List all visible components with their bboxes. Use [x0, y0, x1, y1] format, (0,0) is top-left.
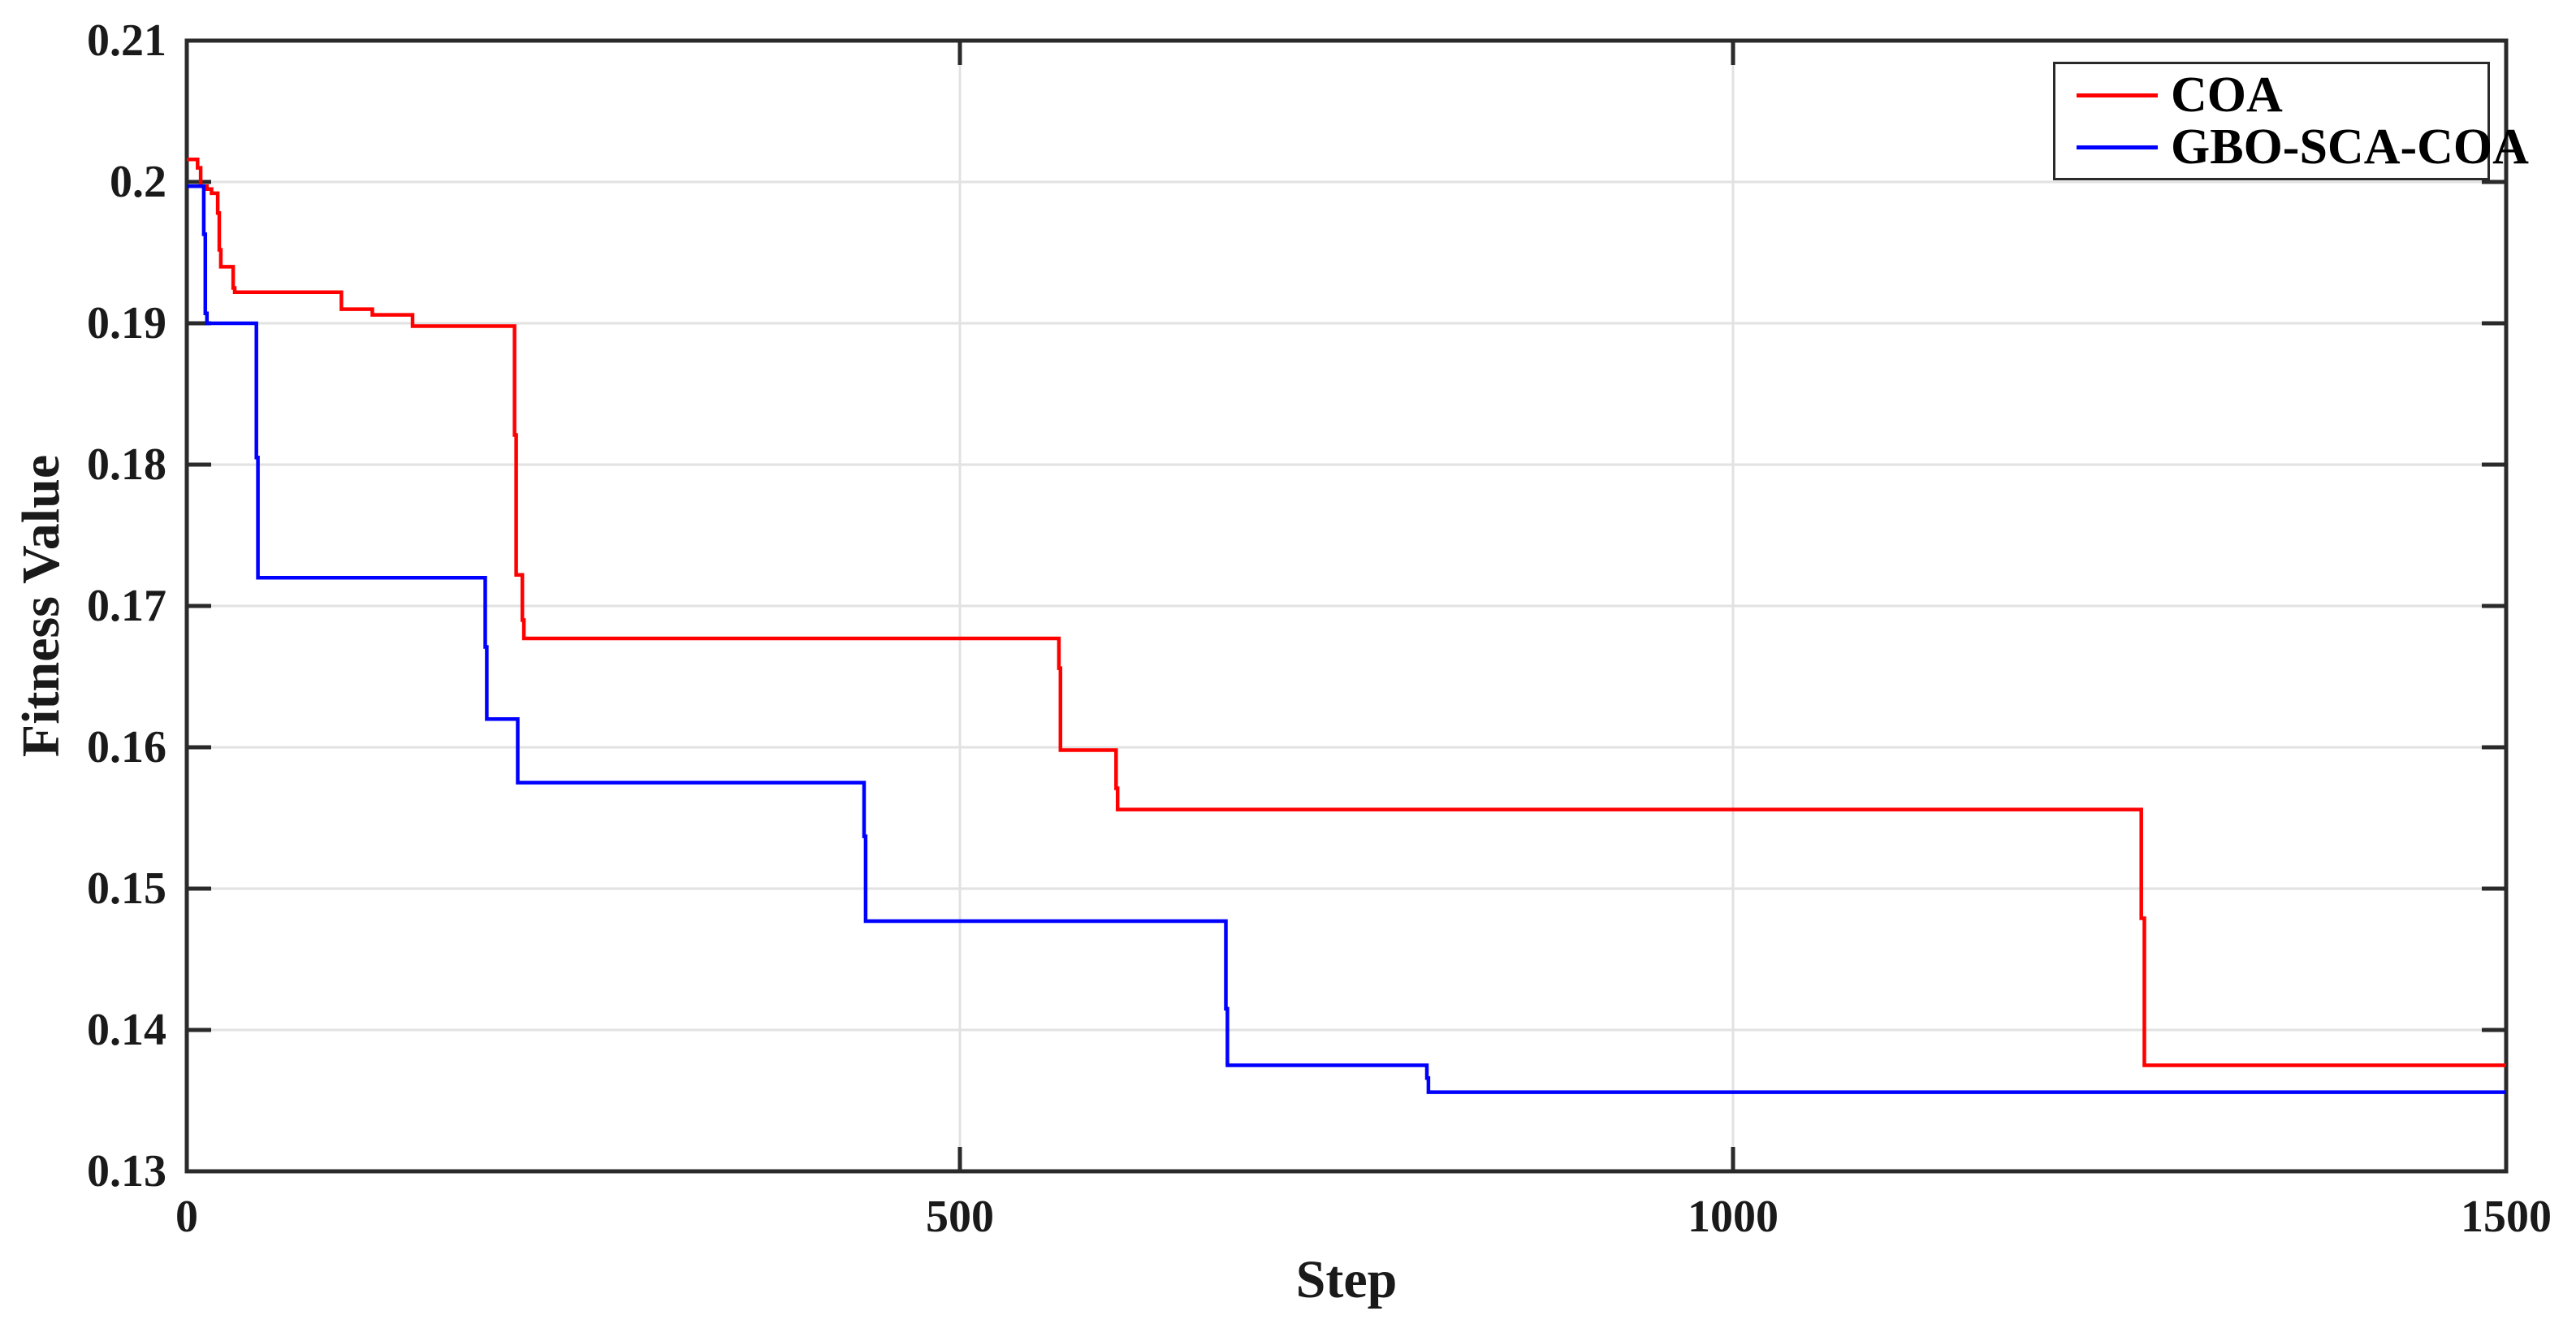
coa-line-sample	[2077, 93, 2158, 97]
y-tick-label: 0.16	[87, 722, 166, 772]
legend-item-coa: COA	[2077, 70, 2487, 120]
legend: COA GBO-SCA-COA	[2053, 62, 2529, 180]
legend-label-gbo-sca-coa: GBO-SCA-COA	[2171, 119, 2529, 175]
gridlines	[185, 39, 2508, 1173]
plot-border	[184, 38, 2509, 1174]
y-tick-label: 0.14	[87, 1005, 166, 1055]
x-axis-title: Step	[1296, 1250, 1398, 1309]
x-tick-label: 1000	[1688, 1192, 1779, 1242]
axes-box	[184, 38, 2509, 1174]
x-tick-label: 1500	[2461, 1192, 2552, 1242]
y-tick-label: 0.15	[87, 863, 166, 914]
x-tick-label: 0	[175, 1192, 198, 1242]
y-tick-label: 0.17	[87, 581, 166, 631]
y-axis-title: Fitness Value	[11, 455, 71, 757]
y-tick-label: 0.21	[87, 15, 166, 66]
gbo-sca-coa-line-sample	[2077, 145, 2158, 149]
y-tick-label: 0.19	[87, 298, 166, 348]
tick-labels: 0.13 0.14 0.15 0.16 0.17 0.18 0.19 0.2 0.21 0 500 1…	[87, 15, 2552, 1242]
legend-label-coa: COA	[2171, 67, 2283, 123]
y-tick-label: 0.18	[87, 439, 166, 490]
legend-item-gbo-sca-coa: GBO-SCA-COA	[2077, 122, 2529, 172]
y-tick-label: 0.13	[87, 1146, 166, 1196]
series-line-gbo-sca-coa	[187, 184, 2506, 1094]
y-tick-label: 0.2	[110, 157, 166, 207]
x-tick-label: 500	[926, 1192, 994, 1242]
data-series	[187, 157, 2506, 1094]
series-line-coa	[187, 157, 2506, 1067]
